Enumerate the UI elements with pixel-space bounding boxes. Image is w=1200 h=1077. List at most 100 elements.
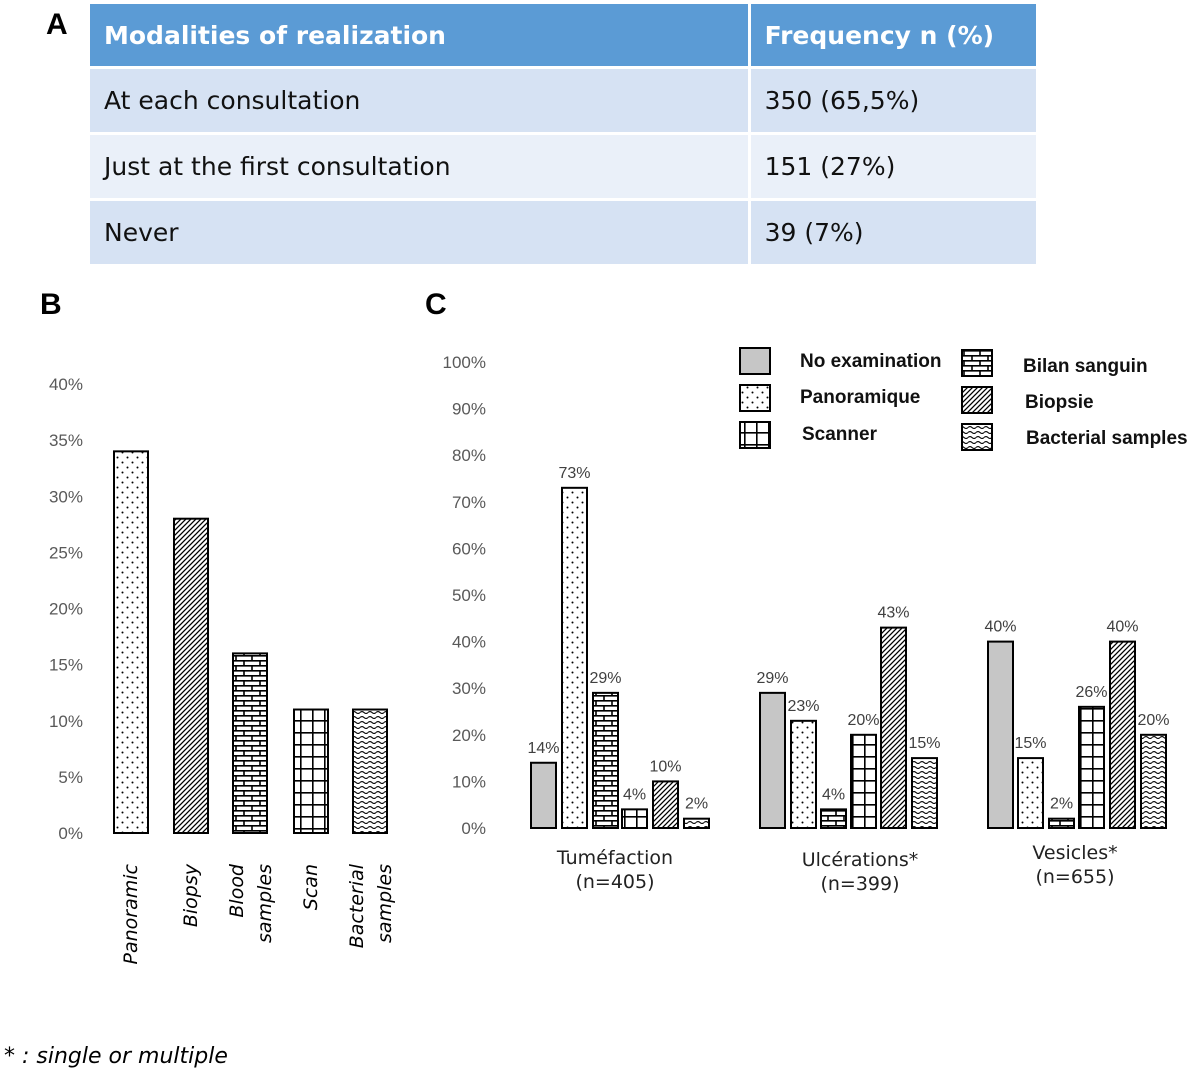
data-label: 15% (908, 735, 940, 752)
y-tick-label: 70% (452, 493, 486, 512)
y-tick-label: 30% (49, 487, 83, 506)
data-label: 73% (558, 465, 590, 482)
bar (850, 733, 877, 829)
bar (173, 517, 209, 834)
y-tick-label: 90% (452, 400, 486, 419)
bar (293, 708, 329, 835)
data-label: 14% (527, 740, 559, 757)
y-tick-label: 50% (452, 586, 486, 605)
table-header-frequency: Frequency n (%) (747, 1, 1040, 69)
legend-swatch (961, 423, 993, 451)
data-label: 20% (847, 712, 879, 729)
legend-swatch (961, 349, 993, 377)
legend-label: Bilan sanguin (1023, 356, 1148, 377)
x-tick-label: Blood (226, 863, 248, 918)
bar (683, 817, 710, 829)
data-label: 29% (589, 670, 621, 687)
data-label: 43% (877, 605, 909, 622)
group-n-label: (n=399) (820, 873, 899, 895)
data-label: 2% (1050, 796, 1073, 813)
table-row: Never 39 (7%) (87, 198, 1040, 267)
panel-label-a: A (46, 8, 68, 41)
data-label: 20% (1137, 712, 1169, 729)
table-header-row: Modalities of realization Frequency n (%… (87, 1, 1040, 69)
bar (880, 626, 907, 829)
panel-label-c: C (425, 288, 447, 321)
bar (1109, 640, 1136, 829)
bar (759, 691, 786, 829)
data-label: 4% (822, 786, 845, 803)
group-label: Vesicles* (1032, 842, 1117, 864)
y-tick-label: 5% (58, 768, 83, 787)
data-label: 10% (649, 758, 681, 775)
legend-swatch (739, 347, 771, 375)
y-tick-label: 20% (452, 726, 486, 745)
panel-label-b: B (40, 288, 62, 321)
data-label: 15% (1014, 735, 1046, 752)
x-tick-label: Biopsy (180, 863, 202, 927)
data-label: 4% (623, 786, 646, 803)
group-label: Tuméfaction (556, 847, 673, 869)
bar (1017, 757, 1044, 829)
group-n-label: (n=655) (1035, 866, 1114, 888)
group-label: Ulcérations* (802, 849, 919, 871)
y-tick-label: 10% (452, 772, 486, 791)
data-label: 26% (1075, 684, 1107, 701)
x-tick-label: samples (254, 864, 276, 943)
bar (561, 486, 588, 829)
y-tick-label: 40% (452, 633, 486, 652)
bar (352, 708, 388, 835)
footnote: * : single or multiple (4, 1044, 228, 1069)
table-cell-frequency: 39 (7%) (747, 198, 1040, 267)
table-cell-frequency: 350 (65,5%) (747, 66, 1040, 135)
legend-label: Panoramique (800, 387, 920, 408)
y-tick-label: 40% (49, 375, 83, 394)
data-label: 40% (984, 619, 1016, 636)
bar (592, 691, 619, 829)
bar (1078, 705, 1105, 830)
x-tick-label: samples (374, 864, 396, 943)
chart-c: 0% 10% 20% 30% 40% 50% 60% 70% 80% 90% 100% 14% 29% 4… (443, 347, 1188, 895)
y-tick-label: 0% (58, 824, 83, 843)
table-row: At each consultation 350 (65,5%) (87, 66, 1040, 135)
x-tick-label: Bacterial (346, 863, 368, 948)
table-cell-modality: Just at the first consultation (87, 132, 751, 201)
bar (790, 719, 817, 830)
y-tick-label: 100% (443, 353, 486, 372)
legend-swatch (961, 386, 993, 414)
table-cell-modality: At each consultation (87, 66, 751, 135)
bar (911, 757, 938, 829)
legend-swatch (739, 384, 771, 412)
table-cell-frequency: 151 (27%) (747, 132, 1040, 201)
table-header-modalities: Modalities of realization (87, 1, 751, 69)
table-cell-modality: Never (87, 198, 751, 267)
legend-swatch (739, 421, 771, 449)
y-tick-label: 10% (49, 712, 83, 731)
bar (113, 450, 149, 834)
chart-b: 0% 5% 10% 15% 20% 25% 30% 35% 40% Panoramic Biopsy… (49, 375, 396, 964)
y-tick-label: 0% (461, 819, 486, 838)
bar (987, 640, 1014, 829)
data-label: 29% (756, 670, 788, 687)
bar (621, 808, 648, 829)
legend-label: Biopsie (1025, 392, 1094, 413)
y-tick-label: 25% (49, 543, 83, 562)
legend-label: Scanner (802, 424, 878, 445)
y-tick-label: 80% (452, 446, 486, 465)
bar (232, 652, 268, 835)
x-tick-label: Panoramic (120, 863, 142, 964)
bar (652, 780, 679, 830)
x-tick-label: Scan (300, 864, 322, 910)
table-row: Just at the first consultation 151 (27%) (87, 132, 1040, 201)
data-label: 23% (787, 698, 819, 715)
bar (1048, 817, 1075, 829)
legend-label: No examination (800, 351, 941, 372)
bar (530, 761, 557, 830)
y-tick-label: 35% (49, 431, 83, 450)
y-tick-label: 15% (49, 656, 83, 675)
y-tick-label: 30% (452, 679, 486, 698)
legend-label: Bacterial samples (1026, 428, 1188, 449)
modalities-table: Modalities of realization Frequency n (%… (87, 1, 1040, 267)
y-tick-label: 20% (49, 600, 83, 619)
